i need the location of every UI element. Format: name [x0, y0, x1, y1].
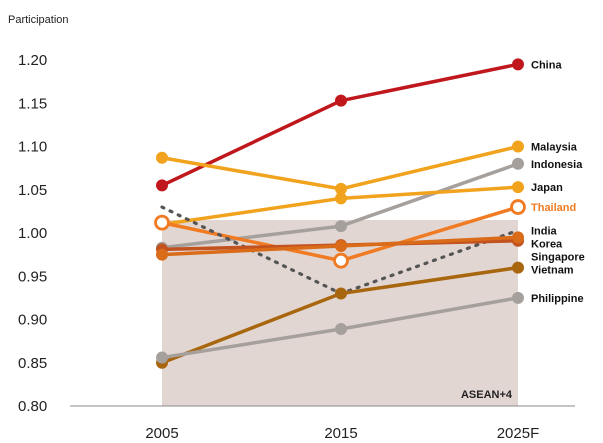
y-tick-label: 1.05 [18, 182, 47, 199]
data-point [512, 231, 524, 244]
data-point [335, 192, 347, 205]
data-point [156, 179, 168, 192]
series-label: Japan [531, 182, 563, 194]
axes: 0.80 0.85 0.90 0.95 1.00 1.05 1.10 1.15 1.20 2005… [18, 52, 575, 442]
y-tick-label: 0.80 [18, 398, 47, 415]
data-point [512, 58, 524, 71]
x-tick-label: 2005 [145, 425, 178, 442]
series-label: China [531, 59, 562, 71]
y-tick-label: 0.85 [18, 355, 47, 372]
series-label: Philippine [531, 293, 584, 305]
series-label: Thailand [531, 202, 576, 214]
data-point [512, 291, 524, 304]
data-point [154, 214, 170, 231]
data-point [335, 94, 347, 107]
data-point [512, 181, 524, 194]
data-point [335, 287, 347, 300]
series-label: India [531, 225, 558, 237]
series-label: Malaysia [531, 142, 578, 154]
series-malaysia [156, 140, 524, 195]
data-point [335, 220, 347, 233]
series-label: Vietnam [531, 264, 574, 276]
series-korea [156, 231, 524, 261]
data-point [512, 261, 524, 274]
data-point [156, 151, 168, 164]
series-label: Korea [531, 238, 563, 250]
y-tick-label: 0.95 [18, 268, 47, 285]
y-tick-label: 1.00 [18, 225, 47, 242]
y-axis-label: Participation [8, 14, 69, 26]
series-philippine [156, 291, 524, 364]
x-tick-label: 2025F [497, 425, 540, 442]
series-group [154, 58, 526, 369]
data-point [156, 248, 168, 261]
series-label: Indonesia [531, 159, 583, 171]
asean-band-label: ASEAN+4 [461, 389, 513, 401]
series-japan [156, 181, 524, 231]
data-point [512, 140, 524, 153]
data-point [335, 323, 347, 336]
series-label: Singapore [531, 251, 585, 263]
series-china [156, 58, 524, 192]
x-tick-label: 2015 [324, 425, 357, 442]
y-tick-label: 0.90 [18, 312, 47, 329]
y-tick-label: 1.10 [18, 139, 47, 156]
y-tick-label: 1.15 [18, 95, 47, 112]
y-tick-label: 1.20 [18, 52, 47, 69]
data-point [333, 252, 349, 269]
data-point [156, 351, 168, 364]
series-labels: China Malaysia Indonesia Japan Thailand India… [531, 59, 585, 305]
data-point [510, 199, 526, 215]
data-point [512, 157, 524, 170]
data-point [335, 239, 347, 252]
